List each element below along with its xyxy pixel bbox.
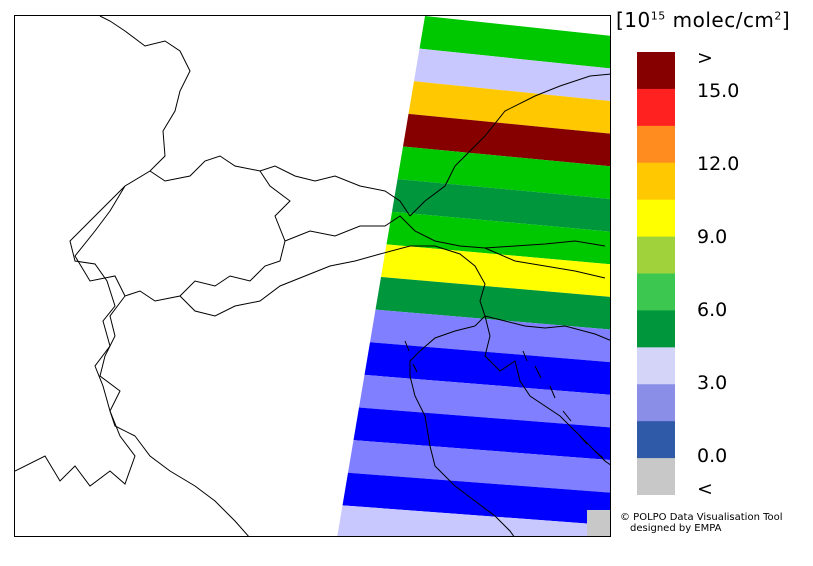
- swath-band: [375, 277, 610, 330]
- swath-band: [392, 179, 610, 232]
- country-borders: [15, 16, 610, 536]
- swath-band: [386, 211, 610, 265]
- swath-band: [337, 505, 610, 536]
- legend-label-12: 12.0: [697, 153, 740, 175]
- legend-label-under: <: [697, 478, 713, 500]
- france-border: [15, 16, 191, 487]
- swath-band: [403, 113, 610, 167]
- legend-swatch: [637, 273, 675, 311]
- legend-swatch: [637, 236, 675, 274]
- swath-band: [342, 472, 610, 526]
- swath-band: [408, 81, 610, 134]
- swath-band: [414, 48, 610, 102]
- legend-swatch: [637, 88, 675, 127]
- italy-border: [99, 245, 486, 437]
- legend-label-6: 6.0: [697, 299, 728, 321]
- legend-swatch: [637, 310, 675, 348]
- italy-coast-west: [134, 435, 249, 536]
- legend-title: [1015 molec/cm2]: [616, 8, 791, 32]
- swath-band: [359, 374, 610, 428]
- islands: [404, 340, 604, 459]
- swath-band: [419, 16, 610, 69]
- credit-line-2: designed by EMPA: [630, 523, 722, 534]
- no2-swath: [337, 16, 610, 536]
- legend-swatch: [637, 52, 675, 90]
- swath-band: [381, 244, 610, 297]
- slovenia-croatia: [484, 247, 610, 341]
- germany-austria-north: [409, 73, 610, 217]
- color-scale-bar: [637, 52, 675, 495]
- legend-label-0: 0.0: [697, 445, 728, 467]
- swath-band: [348, 440, 610, 493]
- legend-swatch: [637, 384, 675, 422]
- map-panel[interactable]: [14, 15, 611, 537]
- italy-coast-adriatic: [409, 325, 515, 536]
- credit-text: © POLPO Data Visualisation Tool designed…: [620, 512, 783, 534]
- legend-swatch: [637, 458, 675, 495]
- legend-swatch: [637, 162, 675, 201]
- austria-border: [284, 215, 606, 249]
- legend-label-over: >: [697, 47, 713, 69]
- legend-swatch: [637, 347, 675, 385]
- swath-missing-data: [587, 510, 610, 536]
- legend-label-3: 3.0: [697, 372, 728, 394]
- credit-line-1: © POLPO Data Visualisation Tool: [620, 512, 783, 523]
- legend-swatch: [637, 421, 675, 459]
- map-canvas[interactable]: [15, 16, 611, 537]
- legend-label-9: 9.0: [697, 226, 728, 248]
- swath-band: [353, 407, 610, 460]
- legend-swatch: [637, 199, 675, 238]
- legend-label-15: 15.0: [697, 80, 740, 102]
- legend-swatch: [637, 125, 675, 164]
- istria-dalmatia: [484, 315, 610, 466]
- germany-border: [149, 155, 411, 217]
- swiss-border: [74, 170, 291, 302]
- swath-band: [397, 146, 610, 199]
- swath-band: [364, 342, 610, 395]
